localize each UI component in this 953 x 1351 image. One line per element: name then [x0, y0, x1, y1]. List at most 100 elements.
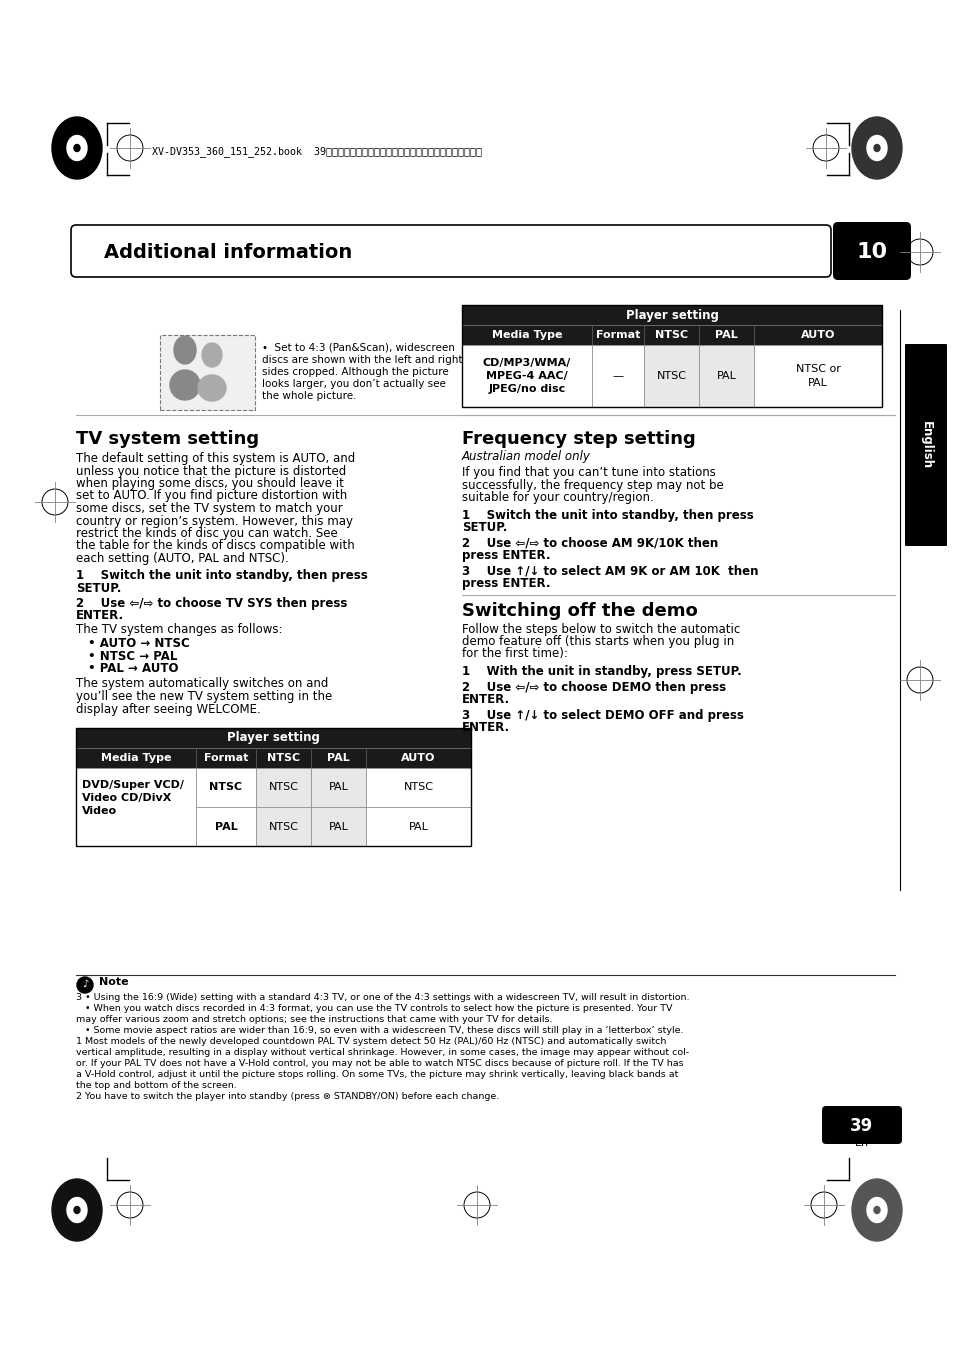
Text: En: En — [854, 1138, 868, 1148]
Bar — [461, 305, 882, 326]
Text: when playing some discs, you should leave it: when playing some discs, you should leav… — [76, 477, 343, 490]
Bar — [592, 345, 643, 407]
Text: • Some movie aspect ratios are wider than 16:9, so even with a widescreen TV, th: • Some movie aspect ratios are wider tha… — [76, 1025, 682, 1035]
Text: press ENTER.: press ENTER. — [461, 577, 550, 590]
Text: ENTER.: ENTER. — [76, 609, 124, 621]
FancyBboxPatch shape — [71, 226, 830, 277]
Text: SETUP.: SETUP. — [461, 521, 507, 534]
Text: The default setting of this system is AUTO, and: The default setting of this system is AU… — [76, 453, 355, 465]
Text: the whole picture.: the whole picture. — [262, 390, 356, 401]
Text: DVD/Super VCD/: DVD/Super VCD/ — [82, 780, 184, 790]
Text: successfully, the frequency step may not be: successfully, the frequency step may not… — [461, 478, 723, 492]
Text: set to AUTO. If you find picture distortion with: set to AUTO. If you find picture distort… — [76, 489, 347, 503]
Text: • PAL → AUTO: • PAL → AUTO — [88, 662, 178, 676]
Bar — [643, 326, 699, 345]
Text: PAL: PAL — [327, 753, 350, 763]
Text: suitable for your country/region.: suitable for your country/region. — [461, 490, 653, 504]
Bar — [699, 345, 753, 407]
Text: NTSC: NTSC — [268, 782, 298, 793]
Text: ENTER.: ENTER. — [461, 693, 510, 707]
Bar — [366, 767, 471, 807]
Text: press ENTER.: press ENTER. — [461, 549, 550, 562]
Ellipse shape — [67, 135, 87, 161]
Ellipse shape — [52, 118, 102, 178]
Text: Video: Video — [82, 807, 117, 816]
Text: country or region’s system. However, this may: country or region’s system. However, thi… — [76, 515, 353, 527]
Text: PAL: PAL — [214, 821, 237, 831]
Text: AUTO: AUTO — [800, 330, 834, 340]
Text: SETUP.: SETUP. — [76, 582, 121, 594]
Text: PAL: PAL — [716, 372, 736, 381]
Text: or. If your PAL TV does not have a V-Hold control, you may not be able to watch : or. If your PAL TV does not have a V-Hol… — [76, 1059, 683, 1069]
Bar — [311, 807, 366, 846]
Text: PAL: PAL — [408, 821, 428, 831]
Text: a V-Hold control, adjust it until the picture stops rolling. On some TVs, the pi: a V-Hold control, adjust it until the pi… — [76, 1070, 678, 1079]
Bar — [461, 305, 882, 407]
Ellipse shape — [202, 343, 222, 367]
Text: Follow the steps below to switch the automatic: Follow the steps below to switch the aut… — [461, 623, 740, 635]
Bar — [255, 748, 311, 767]
Text: 2 You have to switch the player into standby (press ⊗ STANDBY/ON) before each ch: 2 You have to switch the player into sta… — [76, 1092, 498, 1101]
Bar — [195, 767, 255, 807]
Text: 1 Most models of the newly developed countdown PAL TV system detect 50 Hz (PAL)/: 1 Most models of the newly developed cou… — [76, 1038, 666, 1046]
Text: 3    Use ↑/↓ to select DEMO OFF and press: 3 Use ↑/↓ to select DEMO OFF and press — [461, 708, 743, 721]
Ellipse shape — [67, 1197, 87, 1223]
Bar — [160, 335, 254, 409]
Ellipse shape — [198, 376, 226, 401]
Ellipse shape — [170, 370, 200, 400]
FancyBboxPatch shape — [821, 1106, 901, 1144]
Text: • AUTO → NTSC: • AUTO → NTSC — [88, 638, 190, 650]
Text: PAL: PAL — [715, 330, 737, 340]
Bar — [195, 807, 255, 846]
Text: Media Type: Media Type — [101, 753, 172, 763]
Text: •  Set to 4:3 (Pan&Scan), widescreen: • Set to 4:3 (Pan&Scan), widescreen — [262, 343, 455, 353]
Text: PAL: PAL — [328, 821, 348, 831]
Text: • When you watch discs recorded in 4:3 format, you can use the TV controls to se: • When you watch discs recorded in 4:3 f… — [76, 1004, 672, 1013]
Text: the top and bottom of the screen.: the top and bottom of the screen. — [76, 1081, 236, 1090]
Text: sides cropped. Although the picture: sides cropped. Although the picture — [262, 367, 448, 377]
Text: Frequency step setting: Frequency step setting — [461, 430, 695, 449]
Bar — [592, 326, 643, 345]
Text: TV system setting: TV system setting — [76, 430, 259, 449]
Bar — [76, 728, 471, 846]
Text: 1    With the unit in standby, press SETUP.: 1 With the unit in standby, press SETUP. — [461, 665, 741, 678]
Text: —: — — [612, 372, 623, 381]
Bar — [76, 748, 195, 767]
Text: looks larger, you don’t actually see: looks larger, you don’t actually see — [262, 380, 445, 389]
Bar — [195, 748, 255, 767]
Text: ENTER.: ENTER. — [461, 721, 510, 734]
Bar — [366, 748, 471, 767]
Text: the table for the kinds of discs compatible with: the table for the kinds of discs compati… — [76, 539, 355, 553]
Text: XV-DV353_360_151_252.book  39ページ・２００５年１２月２０日・火曜日・午後４時８分: XV-DV353_360_151_252.book 39ページ・２００５年１２月… — [152, 146, 481, 158]
Ellipse shape — [851, 118, 901, 178]
Text: ♪: ♪ — [82, 979, 88, 989]
Text: NTSC: NTSC — [655, 330, 687, 340]
Text: CD/MP3/WMA/
MPEG-4 AAC/
JPEG/no disc: CD/MP3/WMA/ MPEG-4 AAC/ JPEG/no disc — [482, 358, 571, 394]
Text: Player setting: Player setting — [625, 308, 718, 322]
Text: NTSC: NTSC — [403, 782, 433, 793]
Bar — [76, 728, 471, 748]
Text: 2    Use ⇦/⇨ to choose AM 9K/10K then: 2 Use ⇦/⇨ to choose AM 9K/10K then — [461, 536, 718, 550]
Bar — [255, 807, 311, 846]
Text: Format: Format — [596, 330, 639, 340]
Text: NTSC: NTSC — [268, 821, 298, 831]
Text: AUTO: AUTO — [401, 753, 436, 763]
Text: restrict the kinds of disc you can watch. See: restrict the kinds of disc you can watch… — [76, 527, 337, 540]
Bar — [753, 345, 882, 407]
Text: • NTSC → PAL: • NTSC → PAL — [88, 650, 177, 662]
Ellipse shape — [74, 145, 80, 151]
Bar — [311, 748, 366, 767]
Ellipse shape — [873, 1206, 879, 1213]
Text: NTSC: NTSC — [210, 782, 242, 793]
Ellipse shape — [866, 135, 886, 161]
Text: for the first time):: for the first time): — [461, 647, 567, 661]
Text: Australian model only: Australian model only — [461, 450, 590, 463]
Text: Note: Note — [99, 977, 129, 988]
Text: 1    Switch the unit into standby, then press: 1 Switch the unit into standby, then pre… — [461, 508, 753, 521]
Bar — [311, 767, 366, 807]
Bar — [461, 345, 592, 407]
Text: 39: 39 — [849, 1117, 873, 1135]
Text: display after seeing WELCOME.: display after seeing WELCOME. — [76, 703, 260, 716]
Text: Switching off the demo: Switching off the demo — [461, 603, 697, 620]
Text: English: English — [919, 422, 931, 469]
